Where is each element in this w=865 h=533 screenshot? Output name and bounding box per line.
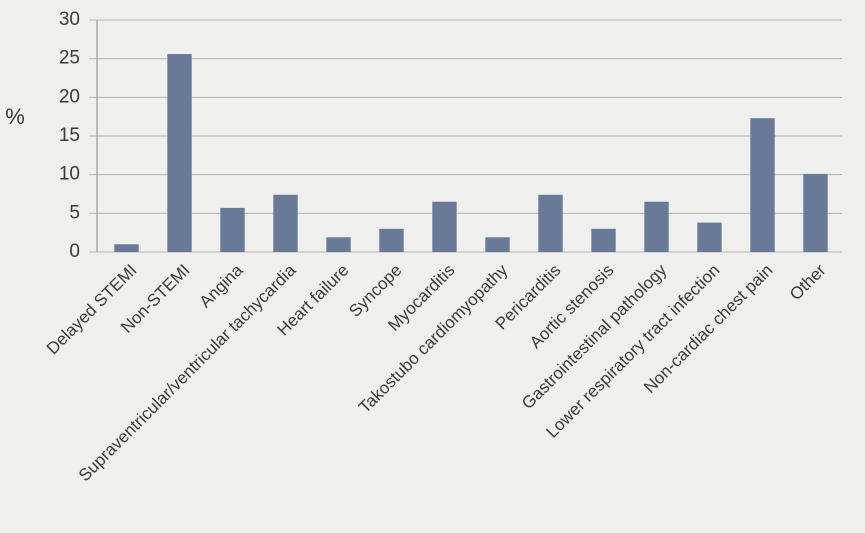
bar [591,228,616,252]
y-tick-label: 10 [59,164,80,185]
bar [220,207,245,252]
bar [750,118,775,252]
bar [538,194,563,252]
y-tick-label: 30 [59,9,80,30]
y-tick-label: 20 [59,86,80,107]
bar [379,228,404,252]
bar [644,201,669,252]
bar [273,194,298,252]
bar [803,173,828,252]
y-tick-label: 5 [69,202,80,223]
y-axis-label: % [5,104,25,129]
bar [432,201,457,252]
bar [485,237,510,252]
bar [167,54,192,252]
bar [697,222,722,252]
y-tick-label: 15 [59,125,80,146]
bar [114,244,139,252]
bar [326,237,351,252]
y-tick-label: 0 [69,241,80,262]
y-tick-label: 25 [59,48,80,69]
